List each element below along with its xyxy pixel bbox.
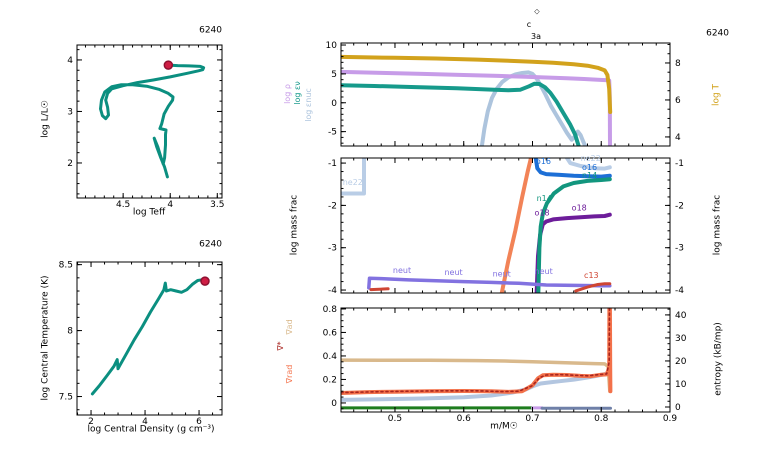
- current-model-dot: [200, 276, 210, 286]
- curve-label-ne22: ne22: [343, 178, 363, 187]
- y-tick-label: 5: [331, 70, 337, 80]
- curve-label-n14: n14: [537, 194, 552, 203]
- y-tick-label-right: 30: [675, 334, 687, 344]
- y-tick-label: -1: [328, 159, 337, 169]
- x-tick-label: 4: [167, 200, 173, 210]
- y-tick-label: 0.8: [323, 305, 338, 315]
- curve-label-neut: neut: [493, 269, 511, 278]
- series-o16: [533, 158, 612, 179]
- y-tick-label-right: -3: [675, 244, 684, 254]
- series-o18: [534, 212, 612, 293]
- triple-alpha-zone-marker: 3a: [531, 32, 541, 41]
- y-tick-label: 0: [331, 399, 337, 409]
- y-tick-label-right: -2: [675, 201, 684, 211]
- axes-frame: [76, 261, 223, 416]
- current-model-dot: [163, 60, 174, 70]
- y-tick-label: 10: [326, 41, 338, 51]
- curve-label-o18: o18: [535, 209, 550, 218]
- hr-panel-title: 6240: [199, 25, 222, 36]
- y-tick-label-right: -1: [675, 159, 684, 169]
- burn-zone-diamond-icon: ◇: [534, 7, 540, 16]
- tc-x-axis-label: log Central Density (g cm⁻³): [87, 424, 215, 435]
- series-grad-ad: [341, 358, 612, 393]
- y-tick-label: 8.5: [59, 261, 73, 271]
- series-neut: [367, 276, 612, 290]
- series-c13-right: [574, 282, 612, 293]
- y-tick-label: 0.4: [323, 352, 338, 362]
- curve-label-neut: neut: [444, 268, 462, 277]
- y-tick-label-right: -4: [675, 286, 684, 296]
- axes-frame: [340, 307, 671, 413]
- x-tick-label: 0.6: [457, 414, 472, 424]
- y-tick-label: 4: [67, 56, 73, 66]
- y-tick-label-right: 20: [675, 357, 687, 367]
- y-tick-label-right: 6: [675, 96, 681, 106]
- y-tick-label: -4: [328, 286, 337, 296]
- series-h1: [499, 158, 534, 293]
- series-entropy: [341, 362, 612, 402]
- curve-label-c13: c13: [584, 271, 599, 280]
- profile-x-axis-label: m/M☉: [490, 421, 518, 432]
- y-tick-label: 0.6: [323, 328, 338, 338]
- y-tick-label-right: 0: [675, 403, 681, 413]
- series-n14: [536, 177, 612, 293]
- series-ne22-envelope: [564, 158, 612, 171]
- y-tick-label: 2: [67, 159, 73, 169]
- series-log-eps-nu: [341, 81, 581, 146]
- panel-profile_top: -5 0 5 10 4 6 8: [326, 41, 681, 147]
- series-c13-left: [369, 287, 390, 292]
- y-tick-label: -5: [328, 128, 337, 138]
- y-tick-label: -2: [328, 201, 337, 211]
- panel-tc_rhoc: 2 4 6 7.5 8 8.5: [59, 261, 223, 427]
- x-tick-label: 3.5: [210, 200, 224, 210]
- y-tick-label: 0.2: [323, 375, 337, 385]
- y-tick-label: 7.5: [59, 393, 73, 403]
- x-tick-label: 2: [88, 417, 94, 427]
- x-tick-label: 4.5: [116, 200, 130, 210]
- x-tick-label: 0.8: [594, 414, 609, 424]
- x-tick-label: 4: [142, 417, 148, 427]
- series-ne22-core: [341, 158, 366, 196]
- axes-frame: [340, 42, 671, 147]
- panel-hr: 4.5 4 3.5 2 3 4: [67, 44, 224, 210]
- curve-label-o18: o18: [572, 203, 587, 212]
- series-central-track: [90, 278, 207, 396]
- convection-zone-marker: c: [526, 20, 532, 29]
- series-evolution-track: [99, 63, 206, 179]
- y-tick-label: 0: [331, 99, 337, 109]
- y-tick-label-right: 10: [675, 380, 687, 390]
- curve-label-n14: n14: [582, 171, 597, 180]
- curve-label-neut: neut: [535, 267, 553, 276]
- series-log-T: [341, 54, 613, 114]
- y-tick-label: 8: [67, 327, 73, 337]
- y-tick-label-right: 8: [675, 59, 681, 69]
- series-grad-star: [341, 308, 611, 394]
- axes-frame: [340, 157, 671, 294]
- profile-panel-title: 6240: [706, 28, 729, 39]
- x-tick-label: 0.7: [525, 414, 539, 424]
- y-tick-label: 3: [67, 107, 73, 117]
- y-tick-label: -3: [328, 244, 337, 254]
- curve-label-neut: neut: [393, 266, 411, 275]
- x-tick-label: 0.5: [388, 414, 402, 424]
- curve-label-o16: o16: [536, 157, 551, 166]
- x-tick-label: 0.9: [663, 414, 678, 424]
- tc-panel-title: 6240: [199, 239, 222, 250]
- x-tick-label: 6: [196, 417, 202, 427]
- y-tick-label-right: 40: [675, 311, 687, 321]
- curve-label-ne22: ne22: [581, 154, 601, 163]
- y-tick-label-right: 4: [675, 133, 681, 143]
- curve-label-o16: o16: [582, 163, 597, 172]
- hr-x-axis-label: log Teff: [132, 207, 166, 218]
